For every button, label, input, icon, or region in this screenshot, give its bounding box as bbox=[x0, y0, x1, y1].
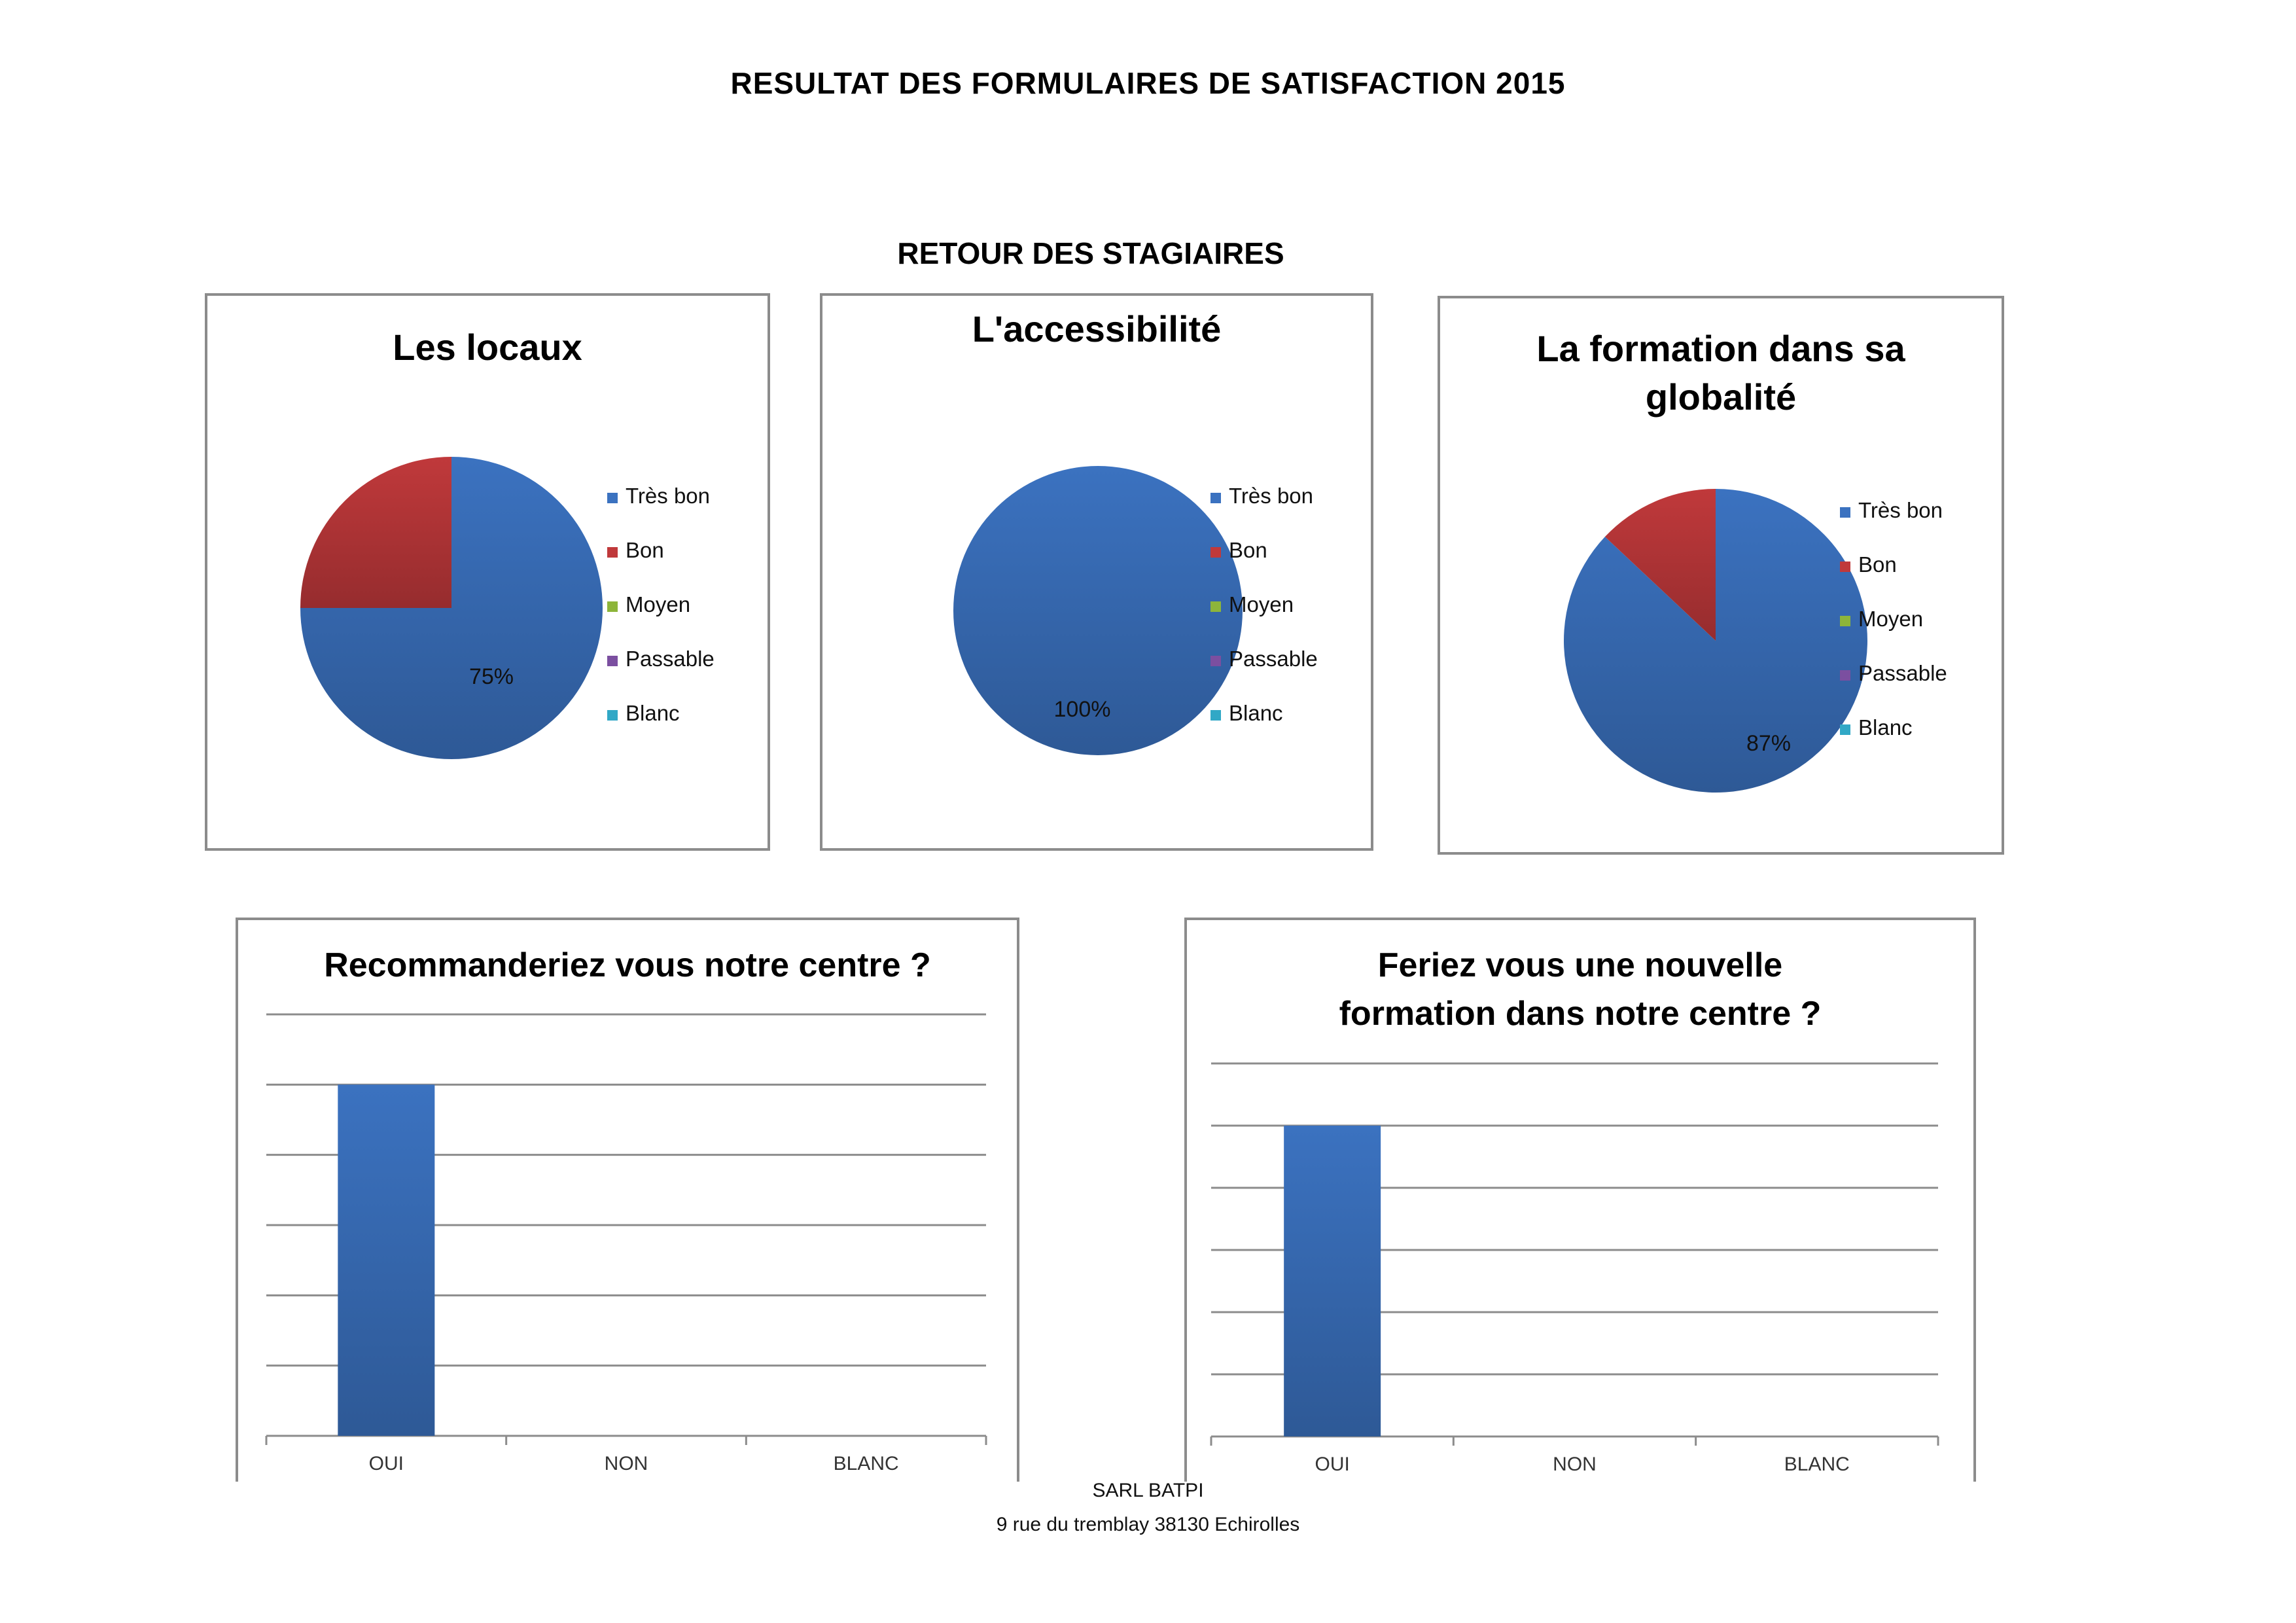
legend-label: Moyen bbox=[626, 592, 690, 616]
legend-label: Très bon bbox=[626, 484, 710, 508]
legend-label: Très bon bbox=[1858, 498, 1943, 522]
legend-label: Moyen bbox=[1858, 607, 1923, 631]
legend-swatch bbox=[1210, 547, 1221, 558]
legend-swatch bbox=[1840, 507, 1850, 518]
x-tick-label: BLANC bbox=[1784, 1454, 1850, 1475]
pie-slice-bon bbox=[300, 457, 451, 608]
legend-swatch bbox=[1210, 710, 1221, 721]
pie-data-label: 75% bbox=[469, 664, 514, 689]
legend-swatch bbox=[607, 710, 618, 721]
chart-title: Recommanderiez vous notre centre ? bbox=[324, 946, 931, 984]
bar-chart-panel-recommandation: Recommanderiez vous notre centre ? OUI NO… bbox=[236, 918, 1019, 1482]
pie-data-label: 100% bbox=[1054, 697, 1111, 722]
legend-label: Bon bbox=[1858, 552, 1897, 577]
legend-swatch bbox=[1840, 670, 1850, 681]
x-tick-label: NON bbox=[605, 1453, 648, 1474]
legend-label: Moyen bbox=[1229, 592, 1294, 616]
legend-label: Blanc bbox=[1858, 715, 1913, 740]
chart-title: Les locaux bbox=[393, 327, 582, 368]
legend-swatch bbox=[1210, 493, 1221, 503]
x-tick-label: OUI bbox=[1315, 1454, 1349, 1475]
pie-slice-très-bon bbox=[953, 466, 1243, 755]
bar-chart-svg: OUI NON BLANC bbox=[265, 1013, 987, 1474]
footer: SARL BATPI 9 rue du tremblay 38130 Echir… bbox=[0, 1474, 2296, 1542]
page-subtitle: RETOUR DES STAGIAIRES bbox=[897, 236, 1284, 270]
bar-oui bbox=[338, 1084, 435, 1436]
legend-swatch bbox=[1840, 616, 1850, 626]
legend-label: Passable bbox=[1858, 661, 1947, 685]
chart-title: Feriez vous une nouvelle formation dans … bbox=[1339, 946, 1822, 1033]
legend-swatch bbox=[607, 601, 618, 612]
bar-chart-panel-nouvelle-formation: Feriez vous une nouvelle formation dans … bbox=[1184, 918, 1976, 1482]
pie-chart-panel-formation: La formation dans sa globalité 87% Très b… bbox=[1438, 296, 2004, 855]
footer-company: SARL BATPI bbox=[1092, 1480, 1204, 1501]
pie-chart-svg: 75% Très bon Bon Moyen Passable Blanc bbox=[300, 457, 715, 759]
legend-label: Blanc bbox=[626, 701, 680, 725]
legend-label: Bon bbox=[1229, 538, 1267, 562]
pie-slice-bon bbox=[1604, 489, 1716, 641]
bar-oui bbox=[1284, 1126, 1381, 1436]
chart-title: L'accessibilité bbox=[972, 308, 1222, 349]
footer-address: 9 rue du tremblay 38130 Echirolles bbox=[996, 1514, 1300, 1535]
legend-label: Très bon bbox=[1229, 484, 1313, 508]
x-tick-label: OUI bbox=[369, 1453, 404, 1474]
pie-chart-panel-accessibilite: L'accessibilité 100% Très bon Bon Moyen Pass… bbox=[820, 293, 1373, 851]
legend-swatch bbox=[1840, 562, 1850, 572]
legend-swatch bbox=[607, 493, 618, 503]
page-title: RESULTAT DES FORMULAIRES DE SATISFACTION… bbox=[730, 66, 1566, 100]
bar-chart-svg: OUI NON BLANC bbox=[1210, 1062, 1939, 1475]
legend-label: Bon bbox=[626, 538, 664, 562]
legend-swatch bbox=[607, 656, 618, 666]
legend-label: Passable bbox=[626, 647, 715, 671]
pie-chart-svg: 87% Très bon Bon Moyen Passable Blanc bbox=[1564, 489, 1947, 793]
legend-label: Blanc bbox=[1229, 701, 1283, 725]
chart-title: La formation dans sa globalité bbox=[1536, 328, 1905, 418]
pie-data-label: 87% bbox=[1746, 731, 1791, 756]
legend-label: Passable bbox=[1229, 647, 1318, 671]
legend-swatch bbox=[607, 547, 618, 558]
legend-swatch bbox=[1840, 724, 1850, 735]
x-tick-label: NON bbox=[1553, 1454, 1597, 1475]
legend-swatch bbox=[1210, 601, 1221, 612]
pie-chart-svg: 100% Très bon Bon Moyen Passable Blanc bbox=[953, 466, 1318, 755]
pie-chart-panel-locaux: Les locaux 75% Très bon Bon Moyen Passable Bl… bbox=[205, 293, 770, 851]
x-tick-label: BLANC bbox=[834, 1453, 899, 1474]
legend-swatch bbox=[1210, 656, 1221, 666]
